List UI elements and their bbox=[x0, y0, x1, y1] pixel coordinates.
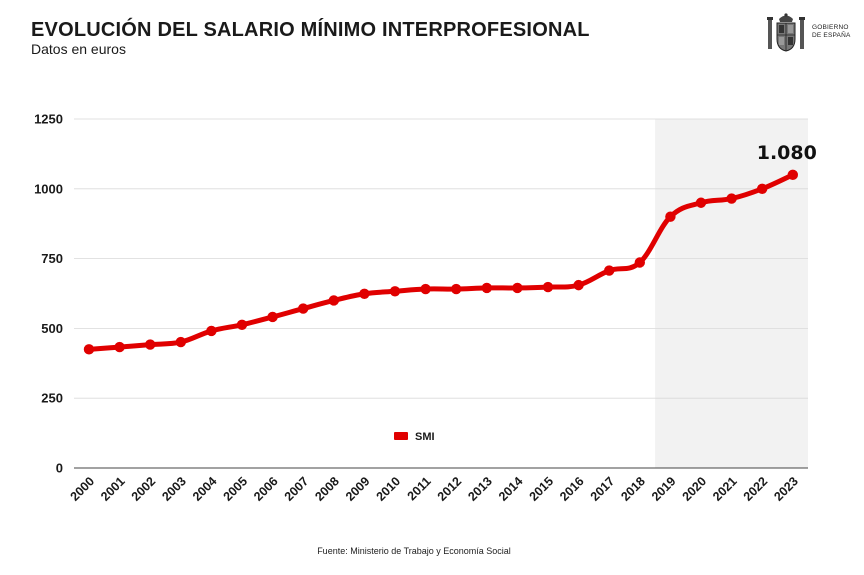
data-point bbox=[83, 344, 95, 355]
data-point bbox=[175, 336, 186, 348]
x-tick-label: 2019 bbox=[649, 474, 679, 504]
logo-line-2: DE ESPAÑA bbox=[812, 31, 851, 39]
y-axis-ticks: 0 250 500 750 1000 1250 bbox=[34, 112, 63, 476]
gobierno-logo: GOBIERNO DE ESPAÑA bbox=[765, 11, 855, 55]
chart-subtitle: Datos en euros bbox=[31, 41, 126, 57]
legend: SMI bbox=[394, 431, 435, 443]
annotations: 1.080 bbox=[757, 142, 817, 164]
source-note: Fuente: Ministerio de Trabajo y Economía… bbox=[317, 546, 511, 556]
series-smi bbox=[83, 169, 798, 355]
y-tick-label: 0 bbox=[56, 461, 63, 476]
x-tick-label: 2010 bbox=[374, 474, 404, 504]
x-tick-label: 2013 bbox=[465, 474, 495, 504]
data-point bbox=[236, 319, 248, 330]
legend-swatch-smi bbox=[394, 432, 408, 440]
x-tick-label: 2007 bbox=[282, 474, 312, 504]
data-point bbox=[573, 279, 584, 291]
x-tick-label: 2008 bbox=[312, 474, 342, 504]
data-point bbox=[359, 288, 370, 299]
x-tick-label: 2011 bbox=[405, 474, 434, 503]
data-point bbox=[757, 183, 768, 194]
x-tick-label: 2001 bbox=[98, 474, 128, 504]
x-axis-ticks: 2000 2001 2002 2003 2004 2005 2006 2007 2008 2009… bbox=[68, 474, 801, 504]
x-tick-label: 2000 bbox=[68, 474, 98, 504]
y-tick-label: 750 bbox=[41, 251, 63, 266]
y-tick-label: 500 bbox=[41, 321, 63, 336]
gridlines bbox=[74, 118, 808, 469]
data-point bbox=[604, 265, 615, 276]
data-point bbox=[298, 303, 309, 314]
highlight-band-layer bbox=[655, 119, 808, 468]
x-tick-label: 2002 bbox=[129, 474, 159, 504]
logo-line-1: GOBIERNO bbox=[812, 24, 849, 31]
x-tick-label: 2015 bbox=[527, 474, 557, 504]
data-point bbox=[512, 282, 523, 294]
legend-label-smi: SMI bbox=[415, 431, 435, 443]
chart-title: EVOLUCIÓN DEL SALARIO MÍNIMO INTERPROFES… bbox=[31, 19, 590, 41]
data-point bbox=[542, 281, 554, 293]
data-point bbox=[145, 339, 156, 350]
x-tick-label: 2012 bbox=[435, 474, 465, 504]
x-tick-label: 2021 bbox=[710, 474, 740, 504]
logo-text: GOBIERNO DE ESPAÑA bbox=[812, 24, 851, 39]
data-point bbox=[389, 286, 401, 297]
data-point bbox=[695, 197, 707, 208]
x-tick-label: 2017 bbox=[588, 474, 618, 504]
data-point bbox=[787, 169, 798, 181]
y-tick-label: 250 bbox=[41, 391, 63, 406]
data-point bbox=[206, 325, 217, 337]
data-point bbox=[451, 283, 462, 295]
data-point bbox=[665, 211, 676, 222]
data-point bbox=[328, 295, 339, 306]
y-tick-label: 1250 bbox=[34, 112, 63, 127]
x-tick-label: 2009 bbox=[343, 474, 373, 504]
highlight-band bbox=[655, 119, 808, 468]
data-point bbox=[481, 282, 492, 294]
x-tick-label: 2016 bbox=[557, 474, 587, 504]
x-tick-label: 2018 bbox=[618, 474, 648, 504]
x-tick-label: 2022 bbox=[741, 474, 771, 504]
data-point bbox=[726, 193, 737, 204]
data-point bbox=[420, 283, 431, 295]
x-tick-label: 2004 bbox=[190, 474, 220, 504]
x-tick-label: 2006 bbox=[251, 474, 281, 504]
data-point bbox=[634, 257, 645, 268]
value-annotation-2023: 1.080 bbox=[757, 142, 817, 164]
x-tick-label: 2003 bbox=[159, 474, 189, 504]
x-tick-label: 2014 bbox=[496, 474, 526, 504]
x-tick-label: 2023 bbox=[771, 474, 801, 504]
data-point bbox=[267, 311, 278, 323]
x-tick-label: 2020 bbox=[680, 474, 710, 504]
y-tick-label: 1000 bbox=[34, 181, 63, 196]
x-tick-label: 2005 bbox=[221, 474, 251, 504]
coat-of-arms-icon bbox=[767, 13, 805, 52]
data-point bbox=[114, 341, 125, 353]
